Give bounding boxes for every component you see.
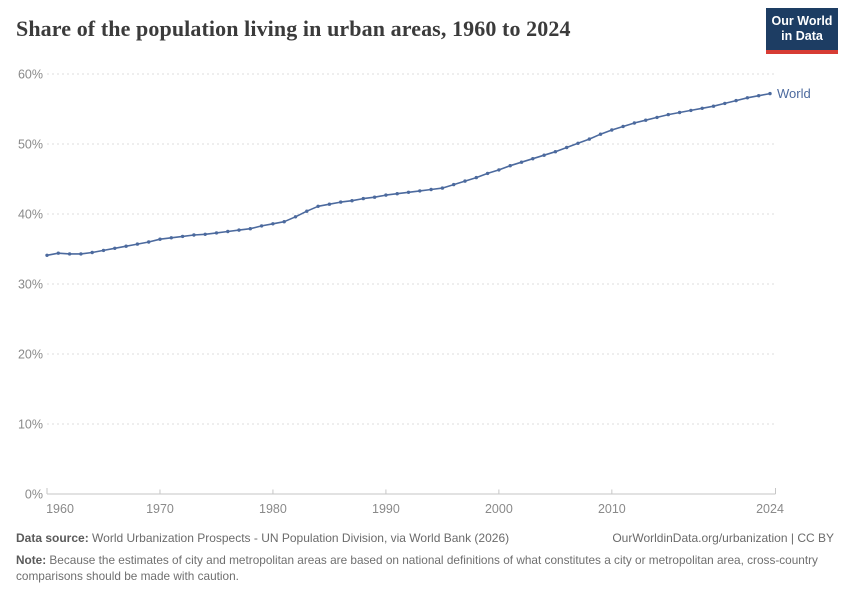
data-point	[632, 121, 637, 125]
data-point	[565, 145, 569, 150]
data-point	[587, 137, 591, 141]
data-point	[734, 98, 738, 103]
y-tick-label-0: 0%	[25, 488, 43, 502]
data-point	[361, 196, 365, 201]
owid-logo[interactable]: Our World in Data	[766, 8, 838, 54]
data-point	[711, 104, 716, 108]
data-point	[598, 132, 603, 136]
y-tick-label-10: 10%	[18, 418, 43, 432]
x-tick-label-1990: 1990	[372, 502, 400, 516]
data-point	[485, 171, 490, 176]
page-title: Share of the population living in urban …	[16, 16, 571, 41]
data-point	[350, 199, 354, 203]
data-point	[677, 110, 682, 115]
owid-logo-line1: Our World	[771, 13, 833, 28]
data-point	[757, 94, 761, 98]
series-end-label-world[interactable]: World	[777, 86, 811, 101]
data-point	[429, 187, 433, 192]
data-point	[113, 246, 117, 250]
data-point	[406, 190, 411, 194]
y-tick-label-50: 50%	[18, 138, 43, 152]
data-point	[339, 200, 343, 204]
data-point	[214, 231, 219, 235]
data-point	[519, 160, 524, 164]
data-point	[655, 115, 659, 120]
data-point	[723, 101, 727, 106]
data-point	[316, 204, 320, 208]
data-point	[508, 164, 512, 168]
data-point	[621, 124, 625, 129]
data-point	[372, 195, 377, 199]
data-point	[745, 96, 750, 100]
data-point	[497, 168, 501, 172]
data-point	[124, 244, 128, 248]
y-tick-label-60: 60%	[18, 68, 43, 82]
data-point	[56, 251, 60, 255]
data-point	[90, 250, 94, 255]
data-point	[282, 220, 286, 224]
urbanization-line-chart[interactable]: 0% 10% 20% 30% 40% 50% 60% 1960 1970 1980 1990 2000…	[0, 60, 850, 530]
data-point	[147, 240, 151, 244]
data-point	[440, 186, 445, 190]
owid-logo-line2: in Data	[781, 29, 823, 43]
x-tick-label-2000: 2000	[485, 502, 513, 516]
data-source-text: World Urbanization Prospects - UN Popula…	[88, 531, 510, 545]
data-point	[542, 153, 546, 157]
data-point	[192, 233, 196, 237]
data-point	[305, 209, 309, 213]
data-point	[768, 91, 772, 96]
data-point	[79, 252, 83, 256]
data-point	[576, 141, 580, 145]
data-point	[531, 157, 535, 161]
note-label: Note:	[16, 553, 47, 568]
data-point	[418, 189, 422, 193]
data-point	[463, 179, 467, 183]
x-tick-label-1970: 1970	[146, 502, 174, 516]
y-tick-label-30: 30%	[18, 278, 43, 292]
data-point	[259, 224, 264, 228]
data-point	[553, 150, 558, 154]
data-point	[644, 118, 648, 122]
data-point	[689, 108, 693, 113]
data-point	[327, 202, 332, 206]
y-tick-label-20: 20%	[18, 348, 43, 362]
note-row: Note: Because the estimates of city and …	[16, 553, 820, 585]
data-point	[180, 234, 185, 239]
x-tick-label-1960: 1960	[46, 502, 74, 516]
data-point	[67, 252, 72, 256]
data-source: Data source: World Urbanization Prospect…	[16, 530, 509, 546]
data-point	[169, 236, 173, 240]
data-point	[293, 215, 298, 219]
data-point	[700, 106, 704, 110]
note-text: Because the estimates of city and metrop…	[16, 553, 818, 584]
data-point	[158, 237, 162, 241]
data-point	[101, 248, 106, 253]
x-tick-label-1980: 1980	[259, 502, 287, 516]
data-point	[271, 222, 275, 226]
data-point	[452, 182, 456, 187]
data-point	[45, 253, 49, 257]
owid-url-link[interactable]: OurWorldinData.org/urbanization | CC BY	[612, 531, 834, 545]
data-point	[384, 193, 388, 197]
chart-footer: Data source: World Urbanization Prospect…	[16, 530, 834, 585]
series-line-world[interactable]	[46, 92, 771, 257]
y-tick-label-40: 40%	[18, 208, 43, 222]
source-row: Data source: World Urbanization Prospect…	[16, 530, 834, 546]
data-point	[226, 229, 230, 234]
x-tick-label-2010: 2010	[598, 502, 626, 516]
data-point	[474, 175, 478, 180]
data-source-label: Data source:	[16, 531, 89, 545]
data-point	[237, 228, 241, 232]
data-point	[610, 128, 614, 132]
data-point	[135, 242, 140, 246]
data-point	[395, 192, 399, 196]
x-tick-label-2024: 2024	[756, 502, 784, 516]
data-point	[203, 232, 207, 236]
data-point	[248, 227, 252, 231]
data-point	[666, 112, 670, 117]
